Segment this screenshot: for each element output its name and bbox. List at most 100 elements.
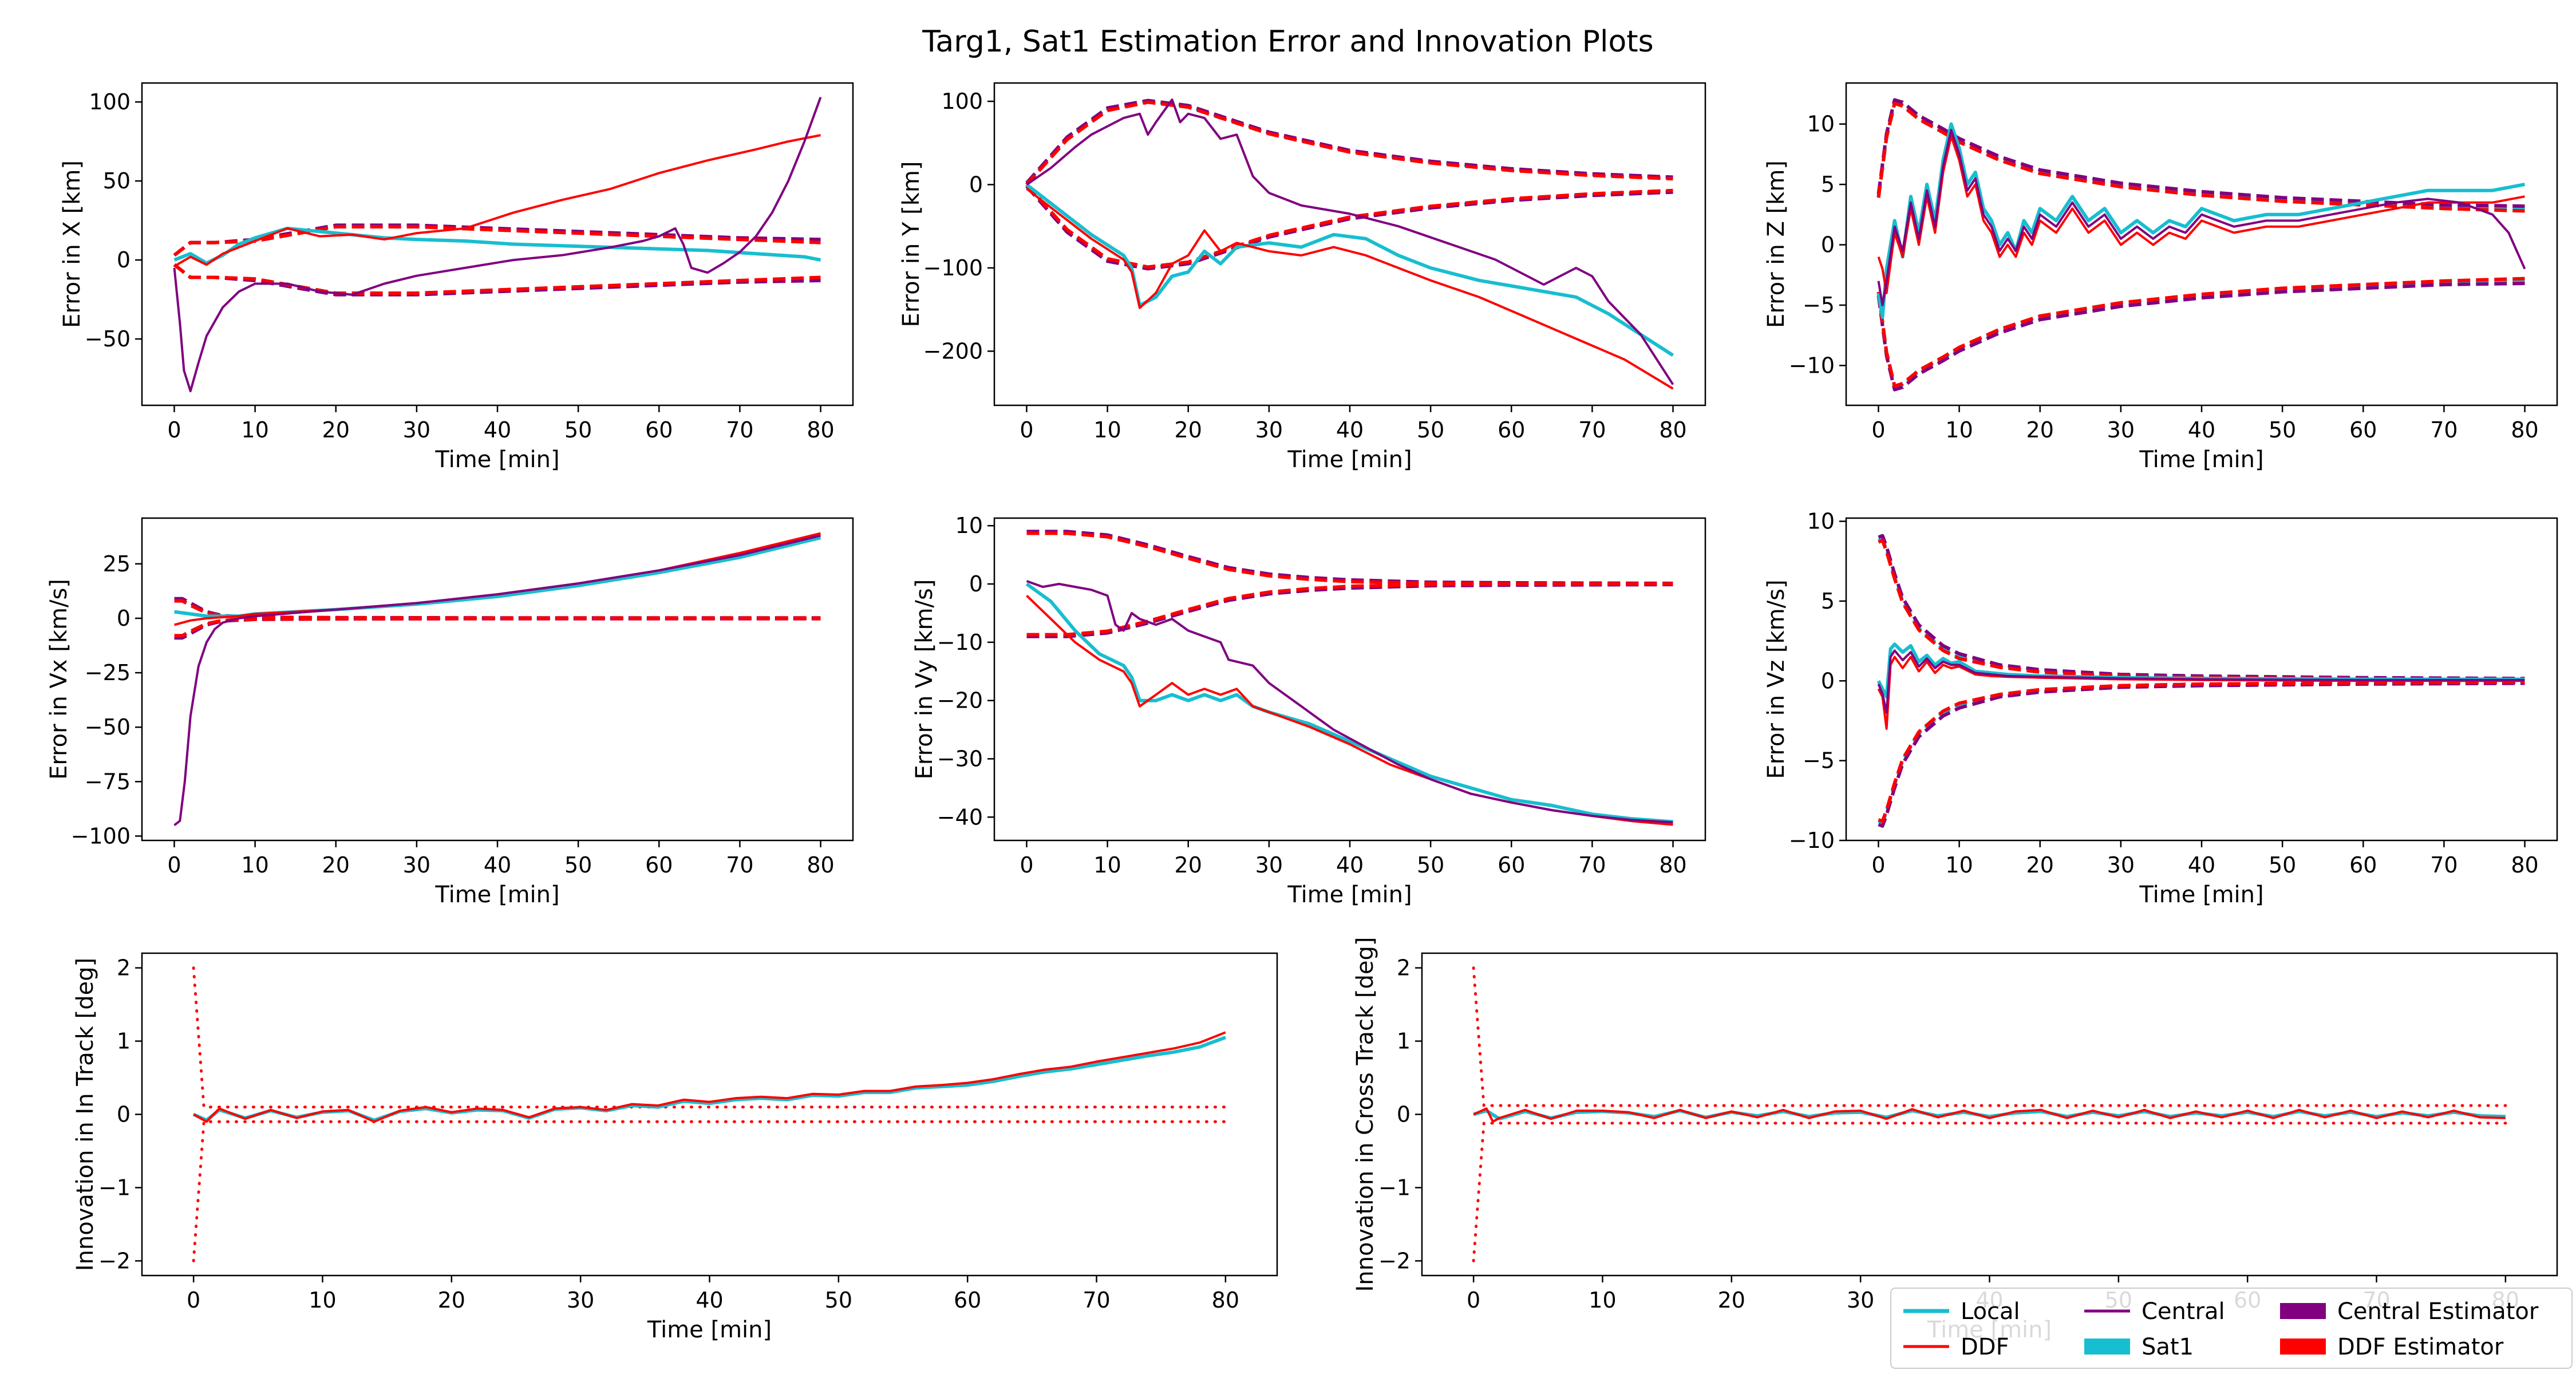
legend: Local DDF Central Sat1 Central Estimator DDF … xyxy=(1890,1288,2573,1369)
y-tick-label: 0 xyxy=(117,247,131,273)
y-tick-label: −10 xyxy=(1789,828,1835,853)
x-axis-label: Time [min] xyxy=(434,882,559,908)
y-tick-label: −75 xyxy=(85,769,131,794)
x-tick-label: 20 xyxy=(1175,417,1202,443)
x-tick-label: 80 xyxy=(1659,417,1686,443)
x-axis-label: Time [min] xyxy=(647,1317,772,1343)
covariance-bound-line xyxy=(1876,98,2525,208)
x-tick-label: 20 xyxy=(1718,1288,1745,1313)
y-tick-label: −100 xyxy=(71,823,131,848)
x-axis-label: Time [min] xyxy=(2139,882,2263,908)
x-tick-label: 0 xyxy=(1871,852,1885,878)
y-tick-label: 5 xyxy=(1821,589,1835,614)
x-tick-label: 0 xyxy=(167,417,181,443)
subplot-err-vx: 0 10 20 30 40 50 60 70 80 −100 −75 −50 −25 0 25 Time [m… xyxy=(46,517,854,908)
y-tick-label: −200 xyxy=(923,338,983,364)
x-tick-label: 80 xyxy=(2511,417,2538,443)
plot-area xyxy=(173,97,822,393)
x-tick-label: 40 xyxy=(696,1288,723,1313)
covariance-bound-line xyxy=(1026,582,1673,637)
y-tick-label: 2 xyxy=(117,956,131,981)
x-tick-label: 0 xyxy=(187,1288,200,1313)
plot-area xyxy=(1025,98,1674,390)
covariance-bound-line xyxy=(1878,681,2525,828)
legend-label: DDF Estimator xyxy=(2337,1334,2504,1360)
covariance-bound-line xyxy=(174,617,821,638)
y-axis-label: Error in Vx [km/s] xyxy=(46,579,72,780)
x-tick-label: 10 xyxy=(1589,1288,1616,1313)
covariance-bound-line xyxy=(174,617,821,640)
y-tick-label: 10 xyxy=(1807,509,1835,534)
x-tick-label: 70 xyxy=(726,417,753,443)
y-tick-label: 0 xyxy=(117,606,131,631)
y-tick-label: 0 xyxy=(1821,232,1835,258)
y-tick-label: 0 xyxy=(1397,1102,1411,1127)
y-tick-label: −20 xyxy=(937,688,983,713)
covariance-bound-line xyxy=(173,225,821,257)
x-axis-label: Time [min] xyxy=(434,447,559,473)
subplot-err-z: 0 10 20 30 40 50 60 70 80 −10 −5 0 5 10 Time [min] Erro… xyxy=(1763,82,2558,473)
y-tick-label: 100 xyxy=(941,89,983,114)
y-tick-label: 0 xyxy=(969,172,983,197)
series-line-local xyxy=(1025,582,1673,824)
x-tick-label: 20 xyxy=(322,417,350,443)
y-tick-label: 10 xyxy=(1807,112,1835,137)
series-line-central xyxy=(1877,129,2526,306)
covariance-bound-line xyxy=(1878,539,2525,682)
x-tick-label: 60 xyxy=(2349,852,2377,878)
legend-swatch-patch xyxy=(2084,1339,2130,1355)
x-tick-label: 10 xyxy=(241,852,268,878)
y-tick-label: −50 xyxy=(85,326,131,352)
subplot-err-y: 0 10 20 30 40 50 60 70 80 −200 −100 0 100 Time [min] E… xyxy=(898,82,1706,473)
x-tick-label: 50 xyxy=(825,1288,852,1313)
x-tick-label: 70 xyxy=(2430,852,2458,878)
covariance-bound-line xyxy=(1025,100,1673,186)
x-tick-label: 0 xyxy=(1871,417,1885,443)
plot-area xyxy=(1025,530,1673,826)
x-tick-label: 60 xyxy=(1498,852,1525,878)
y-tick-label: −1 xyxy=(1378,1175,1411,1200)
y-tick-label: −100 xyxy=(923,255,983,281)
x-axis-label: Time [min] xyxy=(2139,447,2263,473)
covariance-bound-line xyxy=(1878,534,2525,681)
y-tick-label: −40 xyxy=(937,804,983,830)
y-tick-label: 2 xyxy=(1397,956,1411,981)
x-tick-label: 40 xyxy=(2188,417,2215,443)
x-tick-label: 40 xyxy=(484,417,511,443)
series-line-local xyxy=(1025,183,1674,357)
y-tick-label: 100 xyxy=(89,89,131,114)
x-tick-label: 60 xyxy=(2349,417,2377,443)
legend-swatch-patch xyxy=(2280,1339,2326,1355)
y-tick-label: 10 xyxy=(955,513,983,538)
x-tick-label: 30 xyxy=(1255,852,1283,878)
x-axis-label: Time [min] xyxy=(1287,882,1412,908)
x-tick-label: 30 xyxy=(2107,417,2135,443)
subplot-err-vy: 0 10 20 30 40 50 60 70 80 −40 −30 −20 −10 0 10 Time [mi… xyxy=(911,513,1706,908)
y-tick-label: −2 xyxy=(98,1248,131,1273)
x-tick-label: 50 xyxy=(2269,852,2296,878)
plot-area xyxy=(1472,966,2507,1262)
x-tick-label: 80 xyxy=(1659,852,1686,878)
x-tick-label: 20 xyxy=(2026,852,2054,878)
y-axis-label: Error in X [km] xyxy=(59,160,85,328)
y-tick-label: 50 xyxy=(103,168,131,194)
x-tick-label: 30 xyxy=(1847,1288,1874,1313)
plot-area xyxy=(1876,98,2526,392)
x-tick-label: 10 xyxy=(309,1288,336,1313)
covariance-bound-line xyxy=(173,263,821,295)
legend-label: Central xyxy=(2142,1298,2225,1325)
x-tick-label: 40 xyxy=(1336,852,1364,878)
x-tick-label: 50 xyxy=(1417,417,1444,443)
y-tick-label: −2 xyxy=(1378,1248,1411,1273)
x-tick-label: 40 xyxy=(484,852,511,878)
series-line-ddf xyxy=(173,134,821,267)
y-axis-label: Error in Y [km] xyxy=(898,161,924,327)
series-line-ddf xyxy=(1473,1107,2506,1123)
covariance-bound-line xyxy=(1878,680,2525,823)
x-tick-label: 0 xyxy=(1467,1288,1480,1313)
x-tick-label: 70 xyxy=(2430,417,2458,443)
x-tick-label: 0 xyxy=(1020,417,1033,443)
x-axis-label: Time [min] xyxy=(1287,447,1412,473)
y-axis-label: Error in Vy [km/s] xyxy=(911,579,938,780)
